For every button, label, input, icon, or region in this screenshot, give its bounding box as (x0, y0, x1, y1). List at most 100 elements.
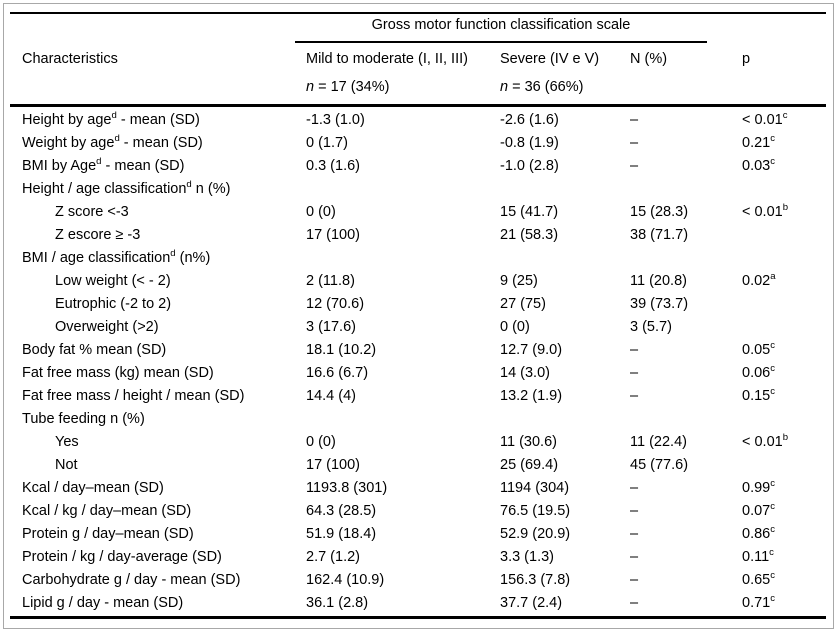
table-row: Tube feeding n (%) (0, 408, 837, 431)
cell-characteristic: Yes (55, 434, 79, 450)
cell-mild-moderate: 18.1 (10.2) (306, 342, 377, 358)
cell-characteristic: Fat free mass / height / mean (SD) (22, 388, 245, 404)
cell-n-pct: – (630, 480, 639, 496)
cell-mild-moderate: 2 (11.8) (306, 273, 355, 289)
table-row: Fat free mass / height / mean (SD) 14.4 (… (0, 385, 837, 408)
cell-mild-moderate: 36.1 (2.8) (306, 595, 369, 611)
table-row: Protein / kg / day-average (SD) 2.7 (1.2)… (0, 546, 837, 569)
cell-severe: -2.6 (1.6) (500, 112, 559, 128)
cell-severe: 3.3 (1.3) (500, 549, 554, 565)
cell-characteristic: BMI by Aged - mean (SD) (22, 156, 185, 174)
cell-mild-moderate: 51.9 (18.4) (306, 526, 377, 542)
cell-mild-moderate: 12 (70.6) (306, 296, 365, 312)
table-row: Height by aged - mean (SD) -1.3 (1.0) -2.6… (0, 109, 837, 132)
cell-severe: 13.2 (1.9) (500, 388, 563, 404)
cell-n-pct: – (630, 595, 639, 611)
span-header-gmfcs: Gross motor function classification scal… (371, 17, 631, 33)
cell-p-value: 0.86c (742, 524, 776, 542)
cell-characteristic: Eutrophic (-2 to 2) (55, 296, 172, 312)
cell-characteristic: Not (55, 457, 78, 473)
cell-p-value: 0.05c (742, 340, 776, 358)
figure-border (3, 3, 834, 629)
table-row: Lipid g / day - mean (SD) 36.1 (2.8) 37.7 … (0, 592, 837, 615)
table-row: Z score <-3 0 (0) 15 (41.7) 15 (28.3) < 0.01… (0, 201, 837, 224)
table-row: BMI by Aged - mean (SD) 0.3 (1.6) -1.0 (2.… (0, 155, 837, 178)
cell-mild-moderate: 64.3 (28.5) (306, 503, 377, 519)
table-row: Z escore ≥ -3 17 (100) 21 (58.3) 38 (71.7) (0, 224, 837, 247)
cell-characteristic: Protein / kg / day-average (SD) (22, 549, 222, 565)
cell-severe: 15 (41.7) (500, 204, 559, 220)
table-row: Body fat % mean (SD) 18.1 (10.2) 12.7 (9.0… (0, 339, 837, 362)
cell-p-value: 0.99c (742, 478, 776, 496)
cell-mild-moderate: -1.3 (1.0) (306, 112, 365, 128)
table-row: Not 17 (100) 25 (69.4) 45 (77.6) (0, 454, 837, 477)
cell-n-pct: – (630, 365, 639, 381)
cell-severe: 11 (30.6) (500, 434, 557, 450)
cell-characteristic: Tube feeding n (%) (22, 411, 145, 427)
cell-n-pct: – (630, 342, 639, 358)
cell-n-pct: 39 (73.7) (630, 296, 689, 312)
cell-n-pct: 38 (71.7) (630, 227, 689, 243)
cell-p-value: 0.15c (742, 386, 776, 404)
cell-n-pct: – (630, 112, 639, 128)
cell-characteristic: Height / age classificationd n (%) (22, 179, 231, 197)
cell-severe: 156.3 (7.8) (500, 572, 571, 588)
table-row: BMI / age classificationd (n%) (0, 247, 837, 270)
column-header-severe: Severe (IV e V) (500, 51, 600, 67)
table-row: Fat free mass (kg) mean (SD) 16.6 (6.7) 14… (0, 362, 837, 385)
cell-n-pct: – (630, 135, 639, 151)
cell-n-pct: 11 (22.4) (630, 434, 687, 450)
cell-mild-moderate: 0 (0) (306, 434, 336, 450)
table-row: Kcal / day–mean (SD) 1193.8 (301) 1194 (30… (0, 477, 837, 500)
table-row: Height / age classificationd n (%) (0, 178, 837, 201)
cell-characteristic: Weight by aged - mean (SD) (22, 133, 203, 151)
cell-p-value: 0.02a (742, 271, 776, 289)
cell-n-pct: – (630, 388, 639, 404)
cell-severe: 1194 (304) (500, 480, 570, 496)
table-row: Eutrophic (-2 to 2) 12 (70.6) 27 (75) 39 (7… (0, 293, 837, 316)
cell-p-value: 0.03c (742, 156, 776, 174)
cell-p-value: < 0.01c (742, 110, 788, 128)
cell-mild-moderate: 0.3 (1.6) (306, 158, 360, 174)
cell-characteristic: Low weight (< - 2) (55, 273, 171, 289)
column-header-p: p (742, 51, 751, 67)
cell-severe: 14 (3.0) (500, 365, 550, 381)
cell-n-pct: – (630, 158, 639, 174)
cell-mild-moderate: 3 (17.6) (306, 319, 356, 335)
cell-n-pct: – (630, 549, 639, 565)
table-row: Weight by aged - mean (SD) 0 (1.7) -0.8 (1… (0, 132, 837, 155)
column-subheader-severe-n: n = 36 (66%) (500, 79, 584, 95)
cell-severe: 21 (58.3) (500, 227, 559, 243)
cell-characteristic: Lipid g / day - mean (SD) (22, 595, 184, 611)
cell-severe: 12.7 (9.0) (500, 342, 563, 358)
cell-severe: 0 (0) (500, 319, 530, 335)
cell-p-value: < 0.01b (742, 202, 789, 220)
column-subheader-mild-n: n = 17 (34%) (306, 79, 390, 95)
cell-n-pct: 3 (5.7) (630, 319, 672, 335)
cell-severe: 9 (25) (500, 273, 538, 289)
cell-n-pct: 45 (77.6) (630, 457, 689, 473)
cell-characteristic: Overweight (>2) (55, 319, 159, 335)
cell-mild-moderate: 2.7 (1.2) (306, 549, 360, 565)
cell-mild-moderate: 17 (100) (306, 227, 361, 243)
table-row: Protein g / day–mean (SD) 51.9 (18.4) 52.9… (0, 523, 837, 546)
cell-characteristic: Protein g / day–mean (SD) (22, 526, 194, 542)
cell-characteristic: Fat free mass (kg) mean (SD) (22, 365, 214, 381)
column-header-mild-moderate: Mild to moderate (I, II, III) (306, 51, 468, 67)
column-header-n-pct: N (%) (630, 51, 668, 67)
cell-characteristic: Z score <-3 (55, 204, 129, 220)
cell-severe: 27 (75) (500, 296, 546, 312)
cell-p-value: 0.71c (742, 593, 776, 611)
cell-characteristic: BMI / age classificationd (n%) (22, 248, 211, 266)
cell-mild-moderate: 17 (100) (306, 457, 361, 473)
cell-severe: 52.9 (20.9) (500, 526, 571, 542)
cell-n-pct: 15 (28.3) (630, 204, 689, 220)
table-body: Height by aged - mean (SD) -1.3 (1.0) -2.6… (0, 109, 837, 615)
cell-n-pct: – (630, 526, 639, 542)
cell-severe: -0.8 (1.9) (500, 135, 559, 151)
span-header-rule (295, 41, 707, 43)
table-row: Low weight (< - 2) 2 (11.8) 9 (25) 11 (20.8… (0, 270, 837, 293)
cell-n-pct: 11 (20.8) (630, 273, 687, 289)
table-row: Yes 0 (0) 11 (30.6) 11 (22.4) < 0.01b (0, 431, 837, 454)
cell-mild-moderate: 0 (1.7) (306, 135, 348, 151)
